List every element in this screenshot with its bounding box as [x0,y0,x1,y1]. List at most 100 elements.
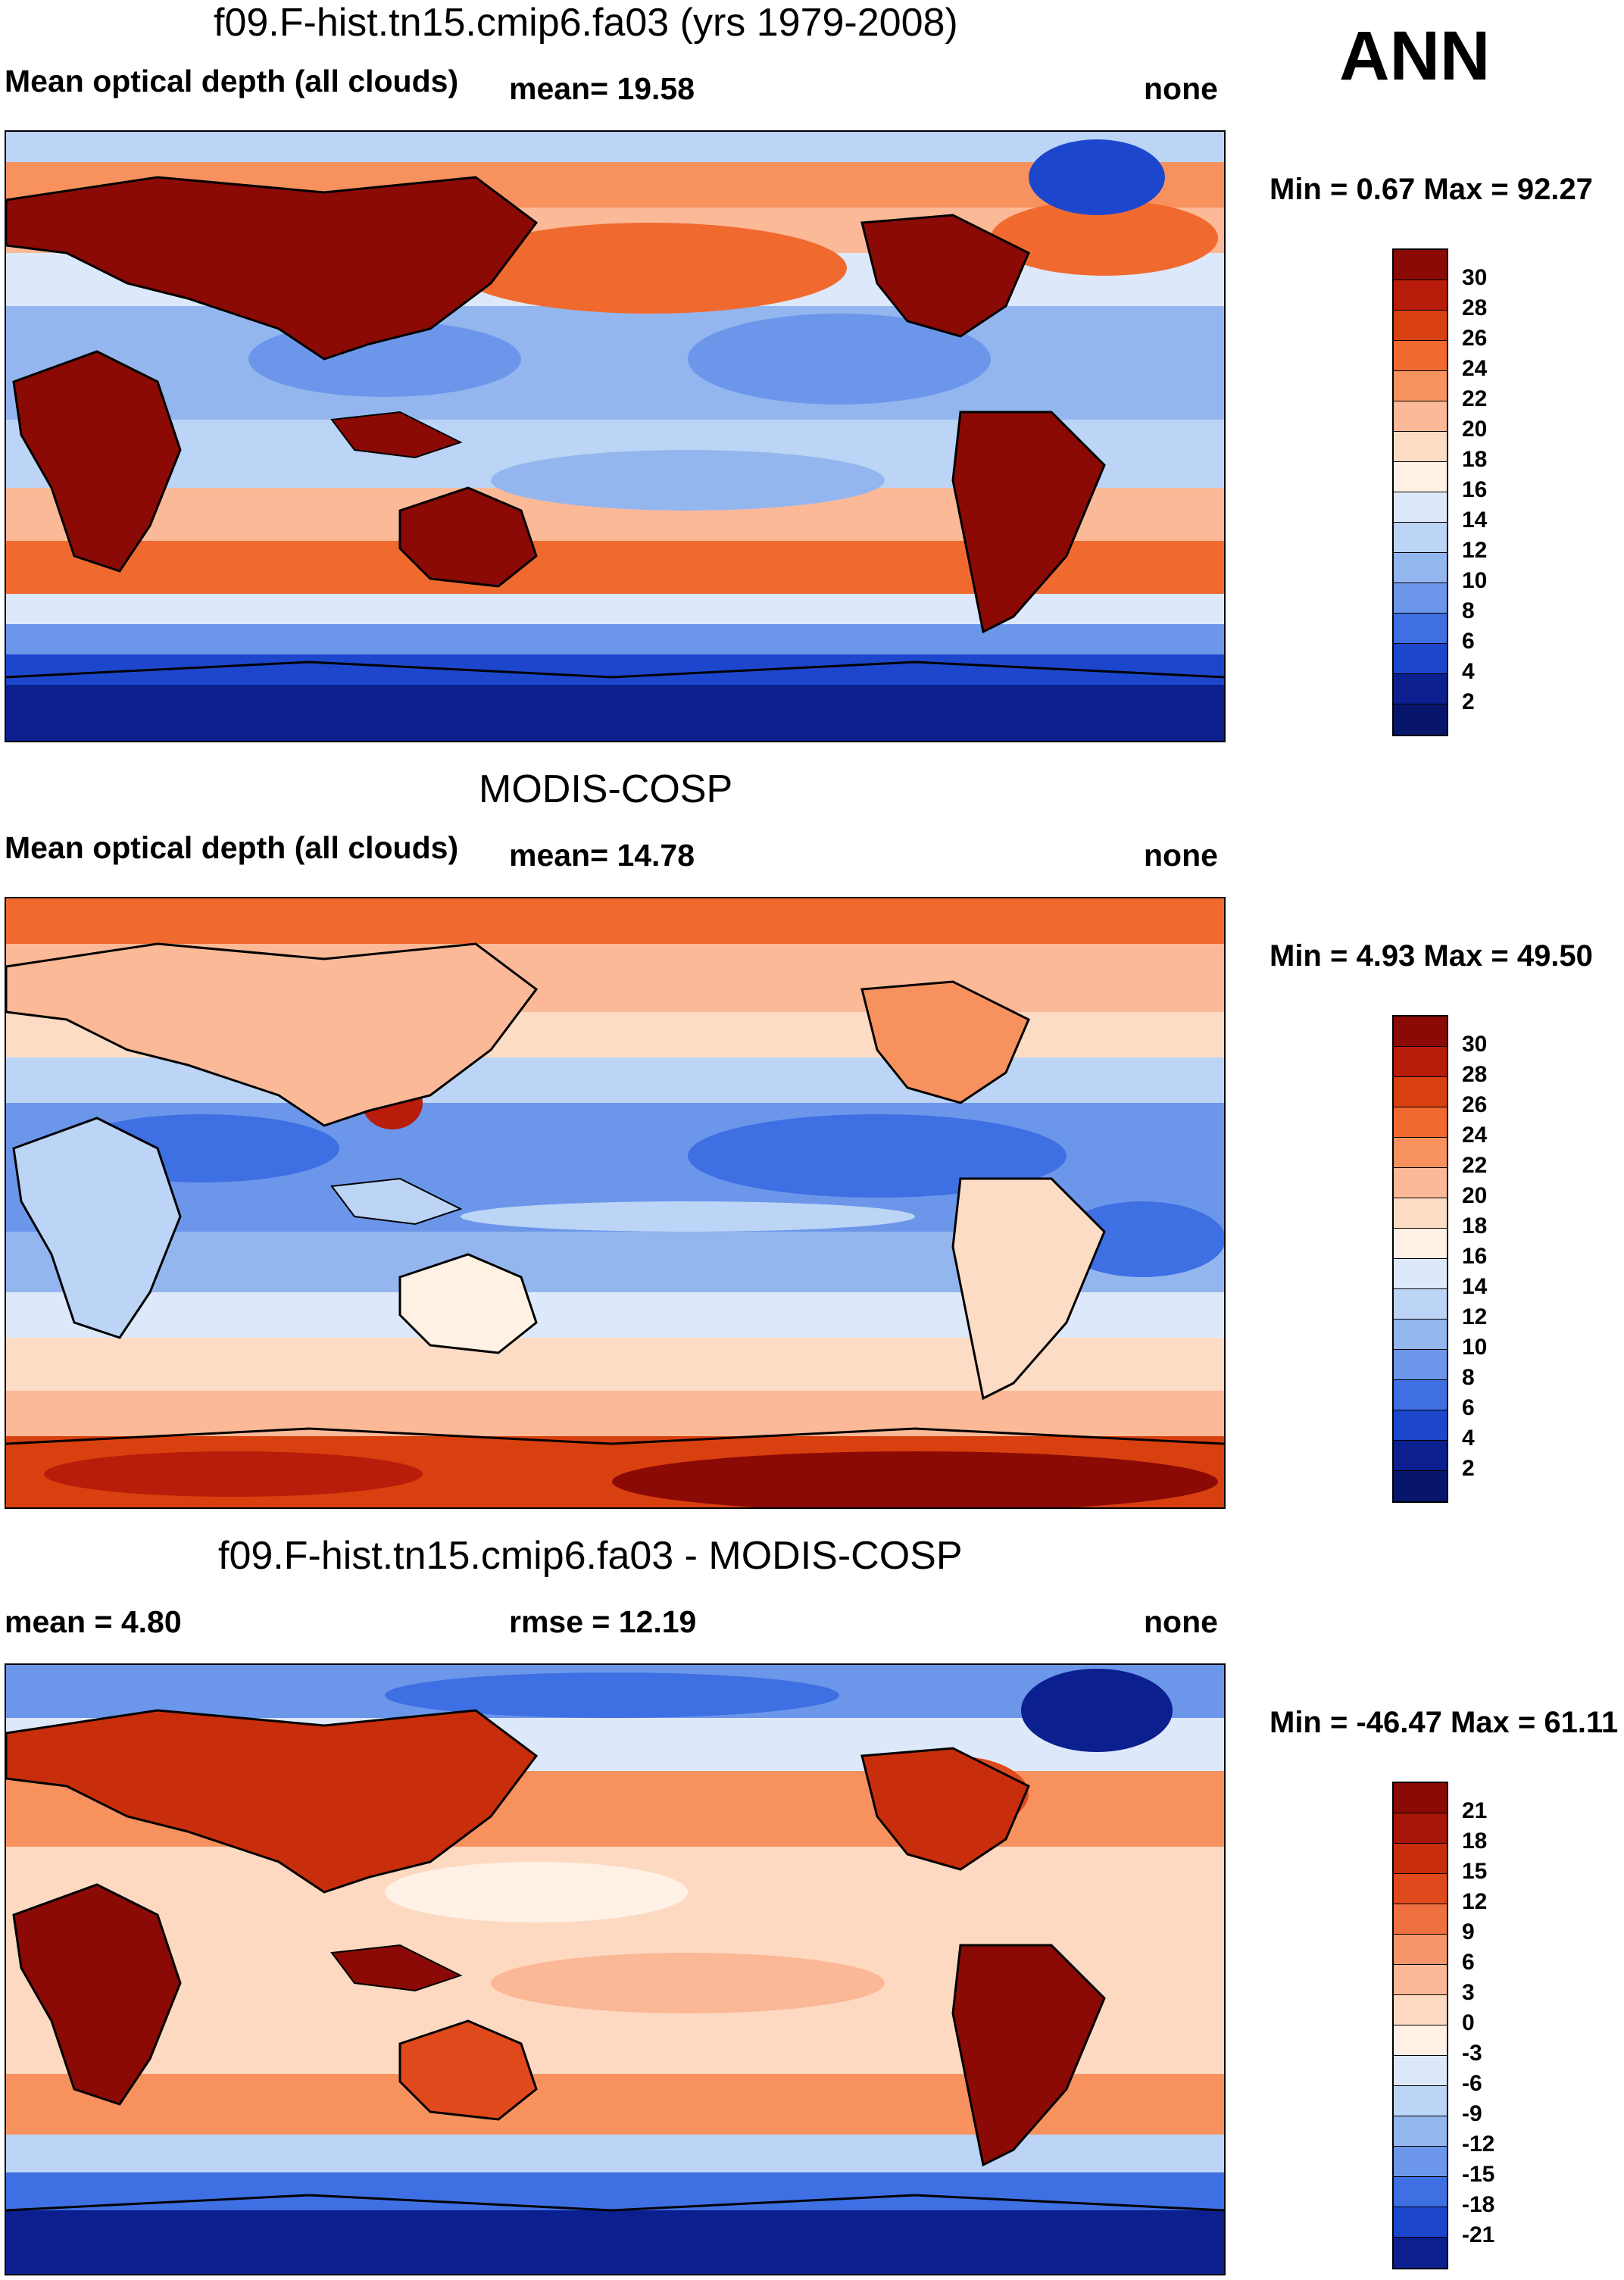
band [6,1391,1224,1436]
colorbar-tick: 16 [1462,1244,1488,1269]
pacific-blob [385,1862,688,1922]
colorbar-swatch [1394,1168,1447,1198]
colorbar-swatch [1394,1138,1447,1168]
colorbar-tick: 6 [1462,1395,1475,1420]
colorbar-swatch [1394,1320,1447,1350]
colorbar-swatch [1394,2025,1447,2056]
storm-track [453,223,847,314]
antarctic-max [44,1451,423,1497]
storm-track [991,200,1218,276]
colorbar-tick: 18 [1462,447,1488,472]
colorbar-swatch [1394,1783,1447,1813]
panel2-minmax: Min = 4.93 Max = 49.50 [1270,939,1593,973]
colorbar-swatch [1394,644,1447,674]
colorbar-swatch [1394,1198,1447,1229]
band [6,2135,1224,2172]
pacific-blob [491,1953,885,2013]
colorbar-tick: 30 [1462,265,1488,290]
colorbar-swatch [1394,250,1447,280]
maritime-continent [330,1177,463,1226]
colorbar-tick: 6 [1462,1950,1475,1975]
greenland [1021,1669,1173,1752]
colorbar-tick: 12 [1462,1889,1488,1914]
colorbar-tick: -3 [1462,2041,1482,2066]
colorbar-tick: 12 [1462,538,1488,563]
colorbar-swatch [1394,1904,1447,1935]
colorbar-tick: 9 [1462,1919,1475,1944]
colorbar-tick: 14 [1462,1274,1488,1299]
colorbar-tick: -15 [1462,2162,1495,2187]
colorbar-swatch [1394,1844,1447,1874]
maritime-continent [330,1944,463,1992]
panel1-mean-label: mean= 19.58 [509,71,695,106]
colorbar-swatch [1394,523,1447,553]
arctic-blue [385,1673,839,1718]
colorbar-swatch [1394,674,1447,704]
colorbar-swatch [1394,1077,1447,1107]
panel3-rmse-label: rmse = 12.19 [509,1604,697,1639]
colorbar-tick: 28 [1462,295,1488,320]
colorbar-tick: 21 [1462,1798,1488,1823]
colorbar-tick: 20 [1462,1183,1488,1208]
australia [398,2019,538,2121]
band [6,594,1224,624]
colorbar-swatch [1394,371,1447,401]
colorbar-swatch [1394,583,1447,614]
colorbar-tick: 14 [1462,508,1488,533]
season-label: ANN [1339,17,1491,95]
south-america [951,411,1106,634]
colorbar-swatch [1394,341,1447,371]
africa [12,350,182,573]
panel1-minmax: Min = 0.67 Max = 92.27 [1270,173,1593,206]
colorbar-tick: 6 [1462,629,1475,654]
colorbar-swatch [1394,2207,1447,2238]
panel1-title: f09.F-hist.tn15.cmip6.fa03 (yrs 1979-200… [214,1,958,45]
colorbar-swatch [1394,2116,1447,2147]
eurasia [6,942,539,1127]
south-america [951,1177,1106,1401]
band [6,624,1224,654]
colorbar-tick: 24 [1462,1123,1488,1148]
north-america [860,214,1030,338]
colorbar-swatch [1394,1965,1447,1995]
colorbar-tick: -21 [1462,2222,1495,2247]
antarctic-max [612,1451,1218,1507]
colorbar-swatch [1394,2056,1447,2086]
colorbar-swatch [1394,1935,1447,1965]
itcz [461,1201,915,1232]
ocean-blob [491,450,885,511]
panel3-mean-label: mean = 4.80 [5,1604,182,1639]
panel2-variable-label: Mean optical depth (all clouds) [5,830,459,865]
ocean-blob [1059,1201,1224,1277]
north-america [860,1747,1030,1871]
band [6,306,1224,420]
panel1-units-label: none [1144,71,1218,106]
colorbar-tick: 10 [1462,568,1488,593]
colorbar-tick: 28 [1462,1062,1488,1087]
colorbar-swatch [1394,462,1447,492]
band [6,2210,1224,2274]
band [6,132,1224,162]
panel1-map [5,130,1226,742]
australia [398,1253,538,1354]
colorbar-tick: 22 [1462,1153,1488,1178]
colorbar-swatch [1394,432,1447,462]
colorbar-tick: 18 [1462,1829,1488,1854]
colorbar-tick: 8 [1462,1365,1475,1390]
colorbar-tick: 26 [1462,326,1488,351]
ocean-blob [688,314,991,404]
panel1-colorbar [1392,248,1448,736]
antarctica-coast [6,661,1224,679]
colorbar-tick: 10 [1462,1335,1488,1360]
colorbar-swatch [1394,1410,1447,1441]
africa [12,1883,182,2106]
north-america [860,980,1030,1104]
colorbar-swatch [1394,1047,1447,1077]
colorbar-swatch [1394,1380,1447,1410]
band [6,2172,1224,2210]
colorbar-tick: 2 [1462,689,1475,714]
colorbar-tick: -6 [1462,2071,1482,2096]
ocean-blob [688,1114,1067,1198]
africa [12,1117,182,1339]
panel2-units-label: none [1144,838,1218,873]
